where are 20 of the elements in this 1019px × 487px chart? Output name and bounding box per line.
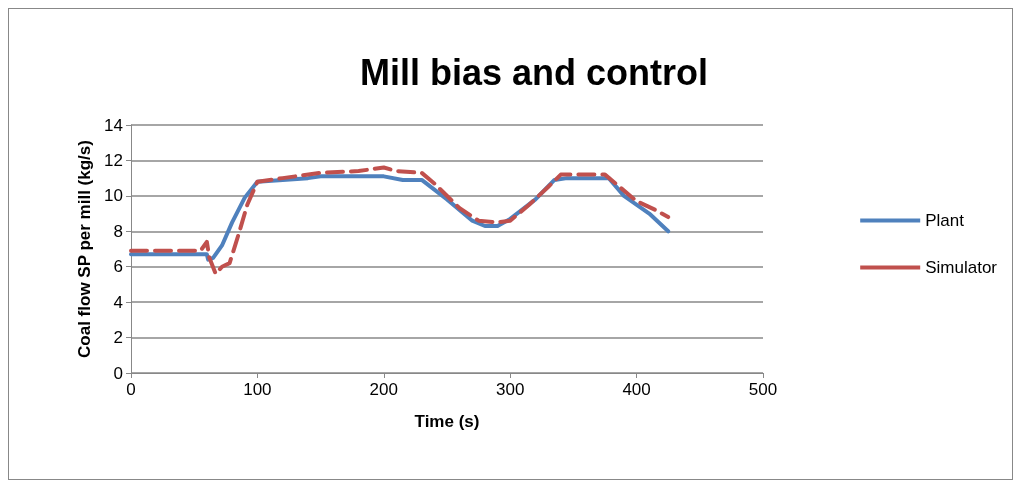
y-tick-label: 12 (104, 150, 123, 170)
y-tick-label: 6 (113, 257, 123, 277)
y-tick-label: 2 (113, 328, 123, 348)
y-tick-label: 14 (104, 115, 123, 135)
y-tick-label: 8 (113, 221, 123, 241)
x-tick-label: 300 (496, 380, 525, 399)
x-axis-title: Time (s) (414, 412, 480, 431)
chart-title: Mill bias and control (359, 51, 709, 93)
x-tick-label: 100 (243, 380, 272, 399)
y-tick-label: 10 (104, 186, 123, 206)
x-tick-label: 0 (126, 380, 136, 399)
y-axis-title: Coal flow SP per mill (kg/s) (75, 140, 94, 358)
x-tick-label: 400 (622, 380, 651, 399)
line-series (129, 165, 671, 276)
legend-label: Simulator (925, 258, 998, 277)
x-tick-label: 500 (748, 380, 778, 399)
legend-label: Plant (925, 211, 965, 230)
x-tick-label: 200 (369, 380, 398, 399)
y-tick-label: 0 (113, 363, 123, 383)
y-tick-label: 4 (113, 292, 123, 312)
